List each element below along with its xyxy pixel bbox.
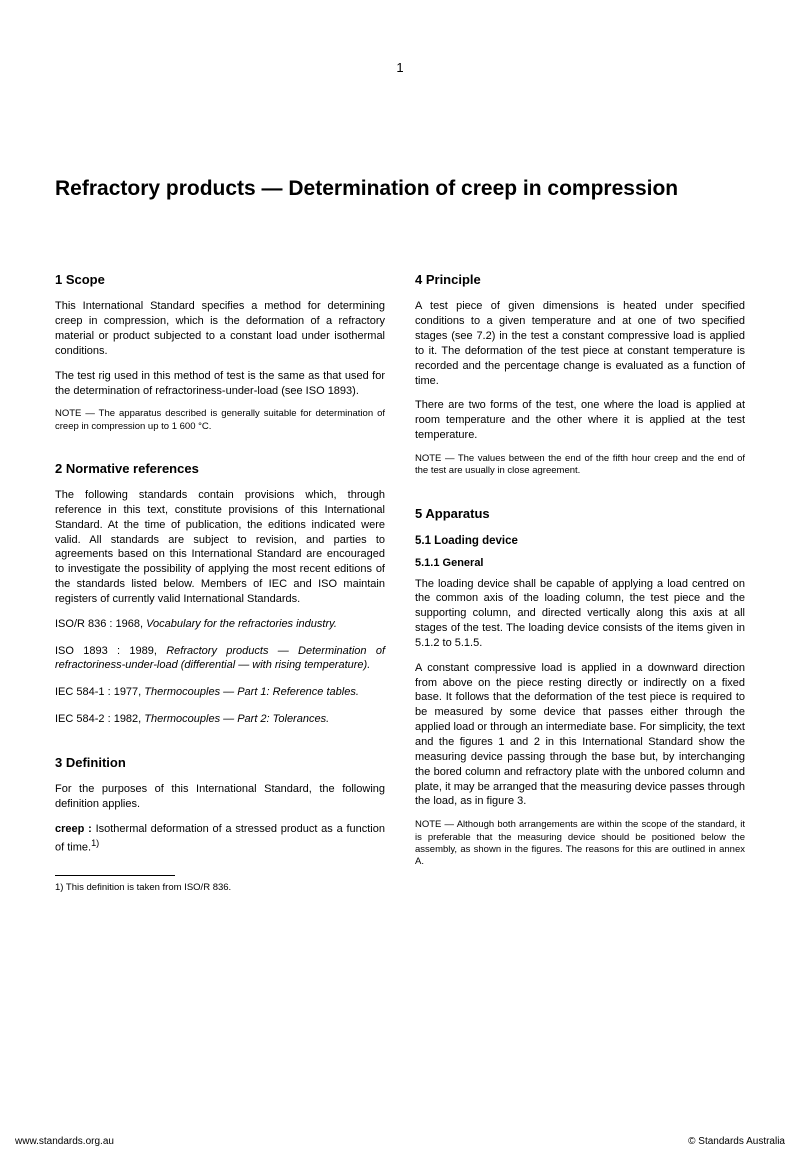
section-1-note: NOTE — The apparatus described is genera… <box>55 408 385 433</box>
footnote: 1) This definition is taken from ISO/R 8… <box>55 882 385 895</box>
section-5-1-heading: 5.1 Loading device <box>415 535 745 547</box>
two-column-layout: 1 Scope This International Standard spec… <box>55 272 745 905</box>
main-title: Refractory products — Determination of c… <box>55 175 745 202</box>
section-3-heading: 3 Definition <box>55 755 385 770</box>
section-4-heading: 4 Principle <box>415 272 745 287</box>
section-5-paragraph: The loading device shall be capable of a… <box>415 577 745 651</box>
page-content: 1 Refractory products — Determination of… <box>0 0 800 945</box>
definition: creep : Isothermal deformation of a stre… <box>55 822 385 855</box>
section-1-paragraph: The test rig used in this method of test… <box>55 369 385 399</box>
section-4-paragraph: A test piece of given dimensions is heat… <box>415 299 745 388</box>
section-5-note: NOTE — Although both arrangements are wi… <box>415 819 745 868</box>
footer: www.standards.org.au © Standards Austral… <box>0 1136 800 1147</box>
section-3-paragraph: For the purposes of this International S… <box>55 782 385 812</box>
section-5-paragraph: A constant compressive load is applied i… <box>415 661 745 809</box>
right-column: 4 Principle A test piece of given dimens… <box>415 272 745 905</box>
reference-item: ISO 1893 : 1989, Refractory products — D… <box>55 644 385 674</box>
section-1-heading: 1 Scope <box>55 272 385 287</box>
section-5-heading: 5 Apparatus <box>415 506 745 521</box>
section-2-paragraph: The following standards contain provisio… <box>55 488 385 607</box>
footer-left: www.standards.org.au <box>15 1136 114 1147</box>
reference-item: ISO/R 836 : 1968, Vocabulary for the ref… <box>55 617 385 632</box>
section-1-paragraph: This International Standard specifies a … <box>55 299 385 358</box>
section-5-1-1-heading: 5.1.1 General <box>415 557 745 569</box>
section-4-note: NOTE — The values between the end of the… <box>415 453 745 478</box>
left-column: 1 Scope This International Standard spec… <box>55 272 385 905</box>
page-number: 1 <box>55 60 745 75</box>
reference-item: IEC 584-2 : 1982, Thermocouples — Part 2… <box>55 712 385 727</box>
footnote-divider <box>55 875 175 876</box>
reference-item: IEC 584-1 : 1977, Thermocouples — Part 1… <box>55 685 385 700</box>
footer-right: © Standards Australia <box>688 1136 785 1147</box>
section-4-paragraph: There are two forms of the test, one whe… <box>415 398 745 443</box>
section-2-heading: 2 Normative references <box>55 461 385 476</box>
